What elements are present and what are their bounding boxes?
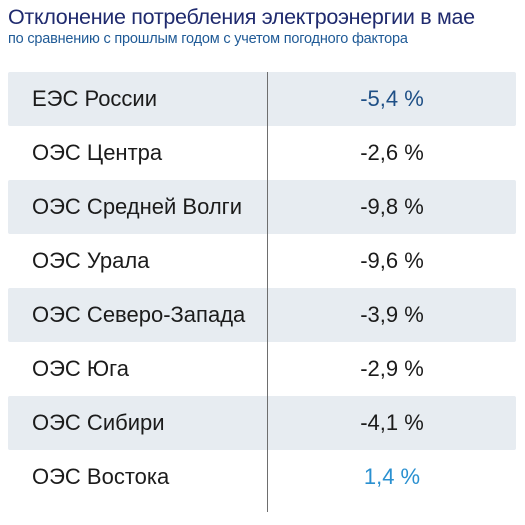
table-row: ЕЭС России -5,4 % [8,72,516,126]
region-name: ОЭС Юга [32,356,129,381]
table-row: ОЭС Средней Волги -9,8 % [8,180,516,234]
table-row: ОЭС Юга -2,9 % [8,342,516,396]
table-row: ОЭС Урала -9,6 % [8,234,516,288]
deviation-value: -4,1 % [360,410,424,435]
column-divider [267,72,268,512]
deviation-value: -3,9 % [360,302,424,327]
deviation-table: ЕЭС России -5,4 % ОЭС Центра -2,6 % ОЭС Сред… [8,72,516,504]
table-row: ОЭС Сибири -4,1 % [8,396,516,450]
deviation-value: -2,6 % [360,140,424,165]
deviation-value: 1,4 % [363,464,421,489]
table-row: ОЭС Северо-Запада -3,9 % [8,288,516,342]
region-name: ОЭС Центра [32,140,163,165]
deviation-value: -9,8 % [360,194,424,219]
region-name: ОЭС Урала [32,248,150,273]
table-row: ОЭС Центра -2,6 % [8,126,516,180]
chart-title: Отклонение потребления электроэнергии в … [8,5,475,29]
region-name: ОЭС Востока [32,464,170,489]
table-row: ОЭС Востока 1,4 % [8,450,516,504]
deviation-value: -2,9 % [360,356,424,381]
chart-subtitle: по сравнению с прошлым годом с учетом по… [8,31,408,47]
region-name: ЕЭС России [32,86,158,111]
region-name: ОЭС Северо-Запада [32,302,246,327]
deviation-value: -9,6 % [360,248,424,273]
region-name: ОЭС Средней Волги [32,194,242,219]
deviation-value: -5,4 % [360,86,424,111]
region-name: ОЭС Сибири [32,410,165,435]
